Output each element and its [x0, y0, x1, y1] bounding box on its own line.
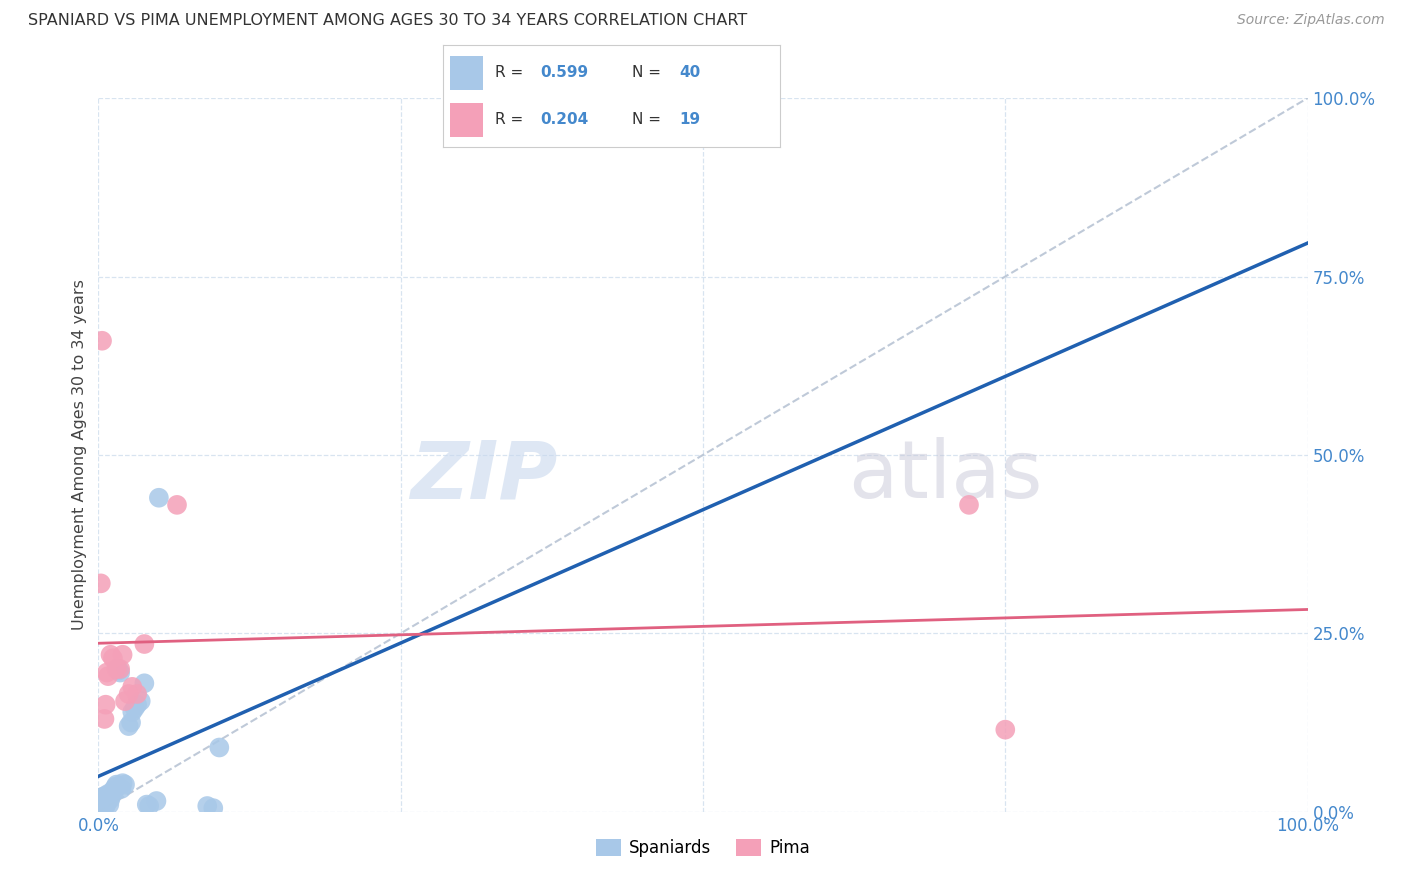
Point [135, 797, 157, 812]
Point [145, 794, 167, 808]
Point [111, 648, 134, 662]
Point [94, 794, 117, 808]
Point [208, 740, 231, 755]
Point [110, 781, 132, 796]
Point [94, 698, 117, 712]
Point [97, 669, 120, 683]
Point [97, 787, 120, 801]
Point [105, 778, 128, 792]
Text: R =: R = [495, 112, 529, 127]
Text: R =: R = [495, 65, 529, 79]
Point [100, 792, 122, 806]
Point [100, 789, 122, 803]
Point [121, 680, 143, 694]
FancyBboxPatch shape [450, 56, 484, 90]
Point [93, 789, 115, 803]
Point [195, 799, 218, 814]
Point [90, 790, 112, 805]
Point [96, 665, 118, 680]
Point [91, 796, 114, 810]
Point [91, 792, 114, 806]
Point [94, 799, 117, 814]
Point [166, 498, 188, 512]
Point [97, 790, 120, 805]
Text: 40: 40 [679, 65, 700, 79]
Text: atlas: atlas [848, 437, 1042, 516]
Point [124, 701, 146, 715]
Point [134, 637, 156, 651]
Point [121, 705, 143, 719]
Point [101, 651, 124, 665]
Point [138, 799, 160, 814]
Point [96, 792, 118, 806]
Point [91, 334, 114, 348]
Y-axis label: Unemployment Among Ages 30 to 34 years: Unemployment Among Ages 30 to 34 years [72, 279, 87, 631]
Point [91, 794, 114, 808]
Point [202, 801, 225, 815]
Point [127, 698, 149, 712]
Point [105, 662, 128, 676]
Point [100, 648, 122, 662]
Point [118, 687, 141, 701]
Text: Source: ZipAtlas.com: Source: ZipAtlas.com [1237, 13, 1385, 28]
Point [96, 796, 118, 810]
Text: 19: 19 [679, 112, 700, 127]
Text: N =: N = [631, 112, 665, 127]
Point [100, 787, 122, 801]
Text: 0.204: 0.204 [541, 112, 589, 127]
Point [101, 783, 124, 797]
Point [994, 723, 1017, 737]
Legend: Spaniards, Pima: Spaniards, Pima [589, 832, 817, 864]
Point [129, 694, 152, 708]
Point [90, 576, 112, 591]
Point [120, 715, 142, 730]
Point [107, 662, 129, 676]
Point [103, 785, 125, 799]
Point [118, 719, 141, 733]
Point [127, 687, 149, 701]
FancyBboxPatch shape [450, 103, 484, 137]
Text: 0.599: 0.599 [541, 65, 589, 79]
Point [114, 694, 136, 708]
Point [134, 676, 156, 690]
Point [93, 712, 115, 726]
Text: N =: N = [631, 65, 665, 79]
Point [114, 778, 136, 792]
Point [148, 491, 170, 505]
Point [957, 498, 980, 512]
Point [93, 797, 115, 812]
Text: SPANIARD VS PIMA UNEMPLOYMENT AMONG AGES 30 TO 34 YEARS CORRELATION CHART: SPANIARD VS PIMA UNEMPLOYMENT AMONG AGES… [28, 13, 748, 29]
Point [111, 776, 134, 790]
Point [104, 780, 127, 794]
Point [108, 664, 131, 678]
Point [108, 662, 131, 676]
Point [98, 797, 121, 812]
Point [108, 665, 131, 680]
Text: ZIP: ZIP [411, 437, 558, 516]
